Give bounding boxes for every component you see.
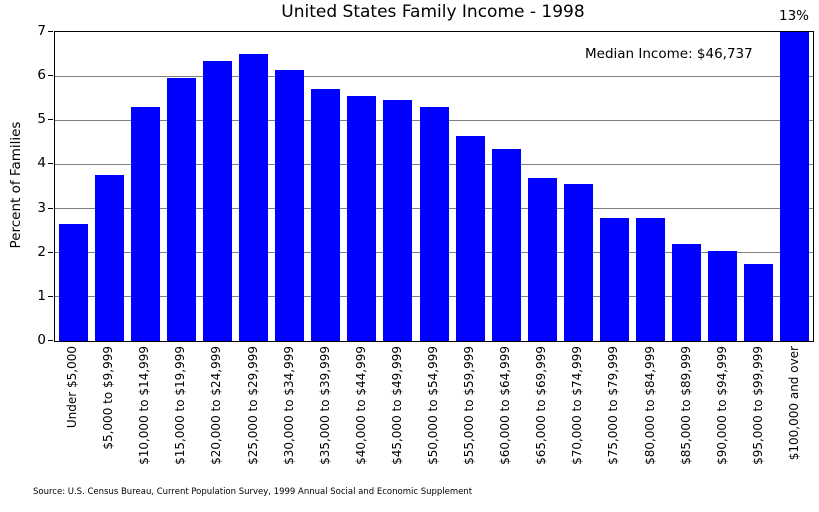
x-tick-label: $15,000 to $19,999	[173, 346, 188, 465]
bar	[491, 148, 521, 341]
top-bar-value-label: 13%	[778, 8, 810, 24]
bar	[599, 218, 629, 341]
x-tick-label: $95,000 to $99,999	[750, 346, 765, 465]
bar	[672, 243, 702, 341]
y-tick-label: 6	[37, 67, 46, 84]
bar	[636, 218, 666, 341]
bar	[94, 175, 124, 341]
y-tick-mark	[48, 163, 53, 165]
x-tick-label: $30,000 to $34,999	[281, 346, 296, 465]
y-tick-mark	[48, 75, 53, 77]
bar	[202, 60, 232, 341]
x-tick-label: $60,000 to $64,999	[498, 346, 513, 465]
y-tick-label: 0	[37, 332, 46, 348]
y-tick-mark	[48, 295, 53, 297]
bar	[383, 100, 413, 341]
bar	[563, 184, 593, 341]
bar	[275, 69, 305, 341]
y-tick-mark	[48, 119, 53, 121]
y-tick-mark	[48, 207, 53, 209]
x-tick-label: $20,000 to $24,999	[209, 346, 224, 465]
plot-area	[54, 31, 814, 342]
y-axis-label: Percent of Families	[8, 121, 24, 249]
x-tick-label: $45,000 to $49,999	[389, 346, 404, 465]
bar	[744, 263, 774, 341]
bar	[347, 96, 377, 341]
x-tick-label: $35,000 to $39,999	[317, 346, 332, 465]
x-tick-label: $100,000 and over	[786, 346, 801, 461]
median-income-annotation: Median Income: $46,737	[585, 46, 753, 62]
x-tick-label: $55,000 to $59,999	[462, 346, 477, 465]
x-tick-label: $90,000 to $94,999	[714, 346, 729, 465]
y-tick-label: 2	[37, 243, 46, 260]
bar	[455, 135, 485, 341]
bar	[311, 89, 341, 341]
y-tick-mark	[48, 251, 53, 253]
bar	[166, 78, 196, 341]
chart-title: United States Family Income - 1998	[281, 2, 585, 22]
x-tick-label: $80,000 to $84,999	[642, 346, 657, 465]
x-tick-label: $25,000 to $29,999	[245, 346, 260, 465]
y-tick-label: 4	[37, 155, 46, 172]
y-tick-mark	[48, 340, 53, 341]
bar	[58, 224, 88, 341]
x-tick-label: $65,000 to $69,999	[534, 346, 549, 465]
bar	[780, 32, 810, 341]
bar	[708, 250, 738, 341]
x-tick-label: $85,000 to $89,999	[678, 346, 693, 465]
x-tick-label: $70,000 to $74,999	[570, 346, 585, 465]
x-tick-label: $10,000 to $14,999	[137, 346, 152, 465]
x-tick-label: $5,000 to $9,999	[101, 346, 116, 450]
bar	[239, 54, 269, 341]
gridline	[55, 75, 813, 77]
x-tick-label: Under $5,000	[65, 346, 80, 429]
y-tick-label: 5	[37, 111, 46, 128]
x-tick-label: $75,000 to $79,999	[606, 346, 621, 465]
y-tick-label: 7	[37, 23, 46, 39]
source-note: Source: U.S. Census Bureau, Current Popu…	[33, 487, 473, 497]
bar	[419, 107, 449, 341]
x-tick-label: $40,000 to $44,999	[353, 346, 368, 465]
y-tick-label: 1	[37, 287, 46, 304]
y-tick-mark	[48, 31, 53, 32]
bar	[527, 177, 557, 341]
x-tick-label: $50,000 to $54,999	[426, 346, 440, 465]
bar	[130, 107, 160, 341]
y-tick-label: 3	[37, 199, 46, 216]
